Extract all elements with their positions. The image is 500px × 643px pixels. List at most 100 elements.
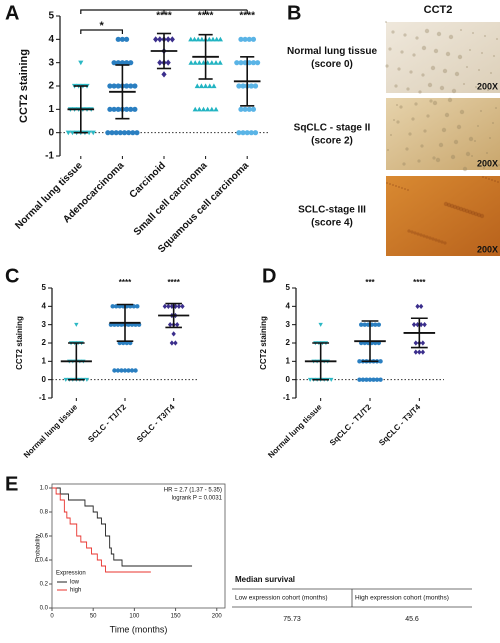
magnification: 200X — [477, 158, 498, 168]
magnification: 200X — [477, 81, 498, 91]
texture — [398, 186, 400, 188]
data-point — [107, 83, 113, 89]
data-point — [250, 60, 257, 66]
y-axis-label: CCT2 staining — [18, 49, 30, 123]
data-point — [246, 106, 252, 112]
texture — [402, 162, 406, 166]
x-tick-label: 150 — [171, 614, 182, 620]
texture — [480, 110, 482, 112]
data-point — [123, 60, 130, 66]
data-point — [244, 130, 250, 136]
texture — [493, 55, 495, 57]
texture — [485, 177, 487, 179]
texture — [421, 73, 425, 77]
data-point — [378, 359, 383, 364]
texture — [443, 201, 449, 207]
data-point — [362, 322, 367, 327]
texture — [473, 211, 479, 217]
table-cell: 75.73 — [283, 616, 301, 623]
significance-bracket — [80, 29, 123, 34]
data-point — [196, 106, 202, 112]
texture — [472, 32, 474, 34]
data-point — [188, 36, 194, 42]
texture — [393, 119, 395, 121]
texture — [484, 35, 486, 37]
data-point — [248, 83, 254, 89]
data-point — [207, 83, 213, 89]
texture — [396, 120, 400, 124]
data-point — [238, 106, 244, 112]
x-tick-label: SCLC - T1/T2 — [86, 402, 128, 444]
data-point — [415, 303, 420, 309]
texture — [475, 86, 477, 88]
data-point — [250, 36, 257, 42]
data-point — [242, 36, 248, 42]
data-point — [115, 106, 121, 112]
data-point — [205, 106, 211, 112]
data-point — [128, 83, 134, 89]
texture — [461, 207, 467, 213]
data-point — [200, 106, 207, 112]
data-point — [252, 83, 259, 89]
image-label: Normal lung tissue — [287, 46, 377, 57]
texture — [468, 136, 474, 142]
data-point — [86, 130, 92, 136]
data-point — [413, 349, 419, 355]
y-tick-label: 1.0 — [40, 486, 49, 492]
texture — [396, 104, 398, 106]
texture — [423, 129, 427, 133]
texture — [478, 69, 480, 71]
data-point — [255, 60, 261, 66]
data-point — [167, 322, 173, 328]
texture — [465, 151, 471, 157]
texture — [410, 230, 414, 234]
y-axis-label: CCT2 staining — [15, 316, 24, 370]
texture — [408, 132, 412, 136]
texture — [419, 233, 423, 237]
texture — [434, 238, 438, 242]
data-point — [242, 106, 248, 112]
data-point — [246, 36, 252, 42]
texture — [464, 208, 470, 214]
data-point — [376, 322, 381, 327]
data-point — [169, 340, 175, 346]
data-point — [238, 60, 244, 66]
data-point — [418, 303, 424, 309]
y-tick-label: 5 — [286, 283, 291, 292]
data-point — [211, 83, 217, 89]
y-tick-label: 4 — [286, 301, 291, 310]
significance-label: **** — [167, 278, 180, 287]
y-tick-label: -1 — [39, 393, 47, 402]
data-point — [110, 304, 115, 309]
data-point — [359, 322, 364, 327]
data-point — [132, 83, 138, 89]
texture — [462, 166, 468, 172]
texture — [476, 212, 482, 218]
plot-frame — [51, 483, 226, 609]
y-tick-label: 0.6 — [40, 534, 49, 540]
texture — [411, 117, 415, 121]
y-tick-label: 2 — [48, 81, 54, 92]
texture — [414, 102, 418, 106]
texture — [415, 36, 419, 40]
texture — [451, 88, 457, 94]
data-point — [128, 106, 134, 112]
data-point — [135, 304, 140, 309]
x-tick-label: SqCLC - T1/T2 — [328, 402, 373, 447]
x-tick-label: Normal lung tissue — [22, 402, 80, 460]
data-point — [420, 349, 426, 355]
data-point — [111, 83, 117, 89]
y-tick-label: 0 — [42, 375, 47, 384]
table-header: High expression cohort (months) — [355, 595, 449, 602]
texture — [441, 127, 447, 133]
texture — [428, 236, 432, 240]
data-point — [174, 322, 180, 328]
texture — [449, 203, 455, 209]
data-point — [162, 303, 168, 309]
texture — [412, 53, 416, 57]
texture — [394, 84, 398, 88]
texture — [424, 28, 430, 34]
texture — [401, 187, 403, 189]
texture — [470, 210, 476, 216]
texture — [433, 48, 439, 54]
